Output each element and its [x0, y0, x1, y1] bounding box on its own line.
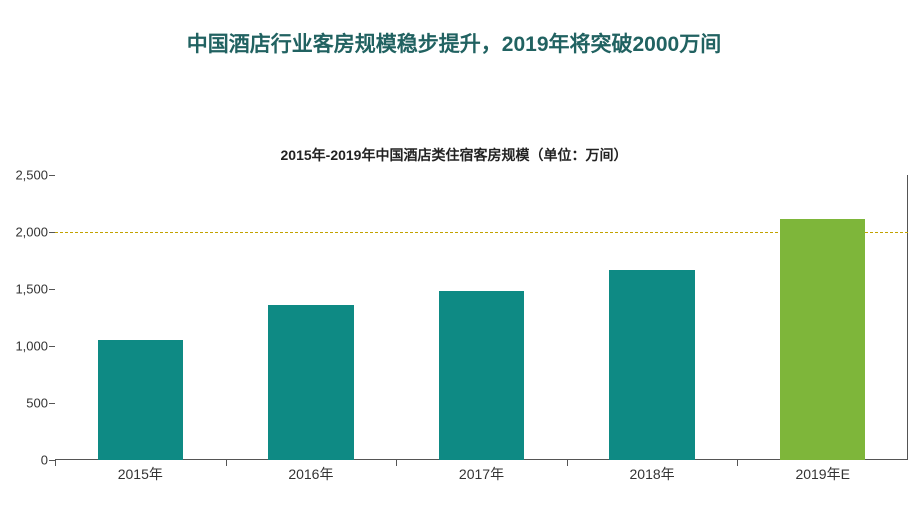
x-tick-label: 2019年E: [795, 464, 849, 484]
y-tick-mark: [49, 403, 55, 404]
bar: [98, 340, 183, 460]
y-tick-mark: [49, 175, 55, 176]
bar: [780, 219, 865, 460]
bar: [268, 305, 353, 460]
chart-subtitle: 2015年-2019年中国酒店类住宿客房规模（单位：万间）: [0, 145, 908, 165]
y-tick-label: 500: [26, 396, 48, 411]
y-axis-labels: 05001,0001,5002,0002,500: [0, 175, 50, 460]
x-tick-label: 2016年: [288, 464, 333, 484]
y-tick-label: 1,000: [15, 339, 48, 354]
x-tick-label: 2015年: [118, 464, 163, 484]
x-tick-label: 2017年: [459, 464, 504, 484]
x-tick-label: 2018年: [630, 464, 675, 484]
y-tick-mark: [49, 346, 55, 347]
y-tick-label: 2,000: [15, 225, 48, 240]
bar: [439, 291, 524, 460]
bar-chart: [55, 175, 908, 460]
page-title: 中国酒店行业客房规模稳步提升，2019年将突破2000万间: [0, 28, 908, 58]
x-axis-labels: 2015年 2016年 2017年 2018年 2019年E: [55, 464, 908, 484]
bar: [609, 270, 694, 460]
y-tick-mark: [49, 289, 55, 290]
y-tick-label: 0: [41, 453, 48, 468]
y-tick-label: 2,500: [15, 168, 48, 183]
y-tick-label: 1,500: [15, 282, 48, 297]
